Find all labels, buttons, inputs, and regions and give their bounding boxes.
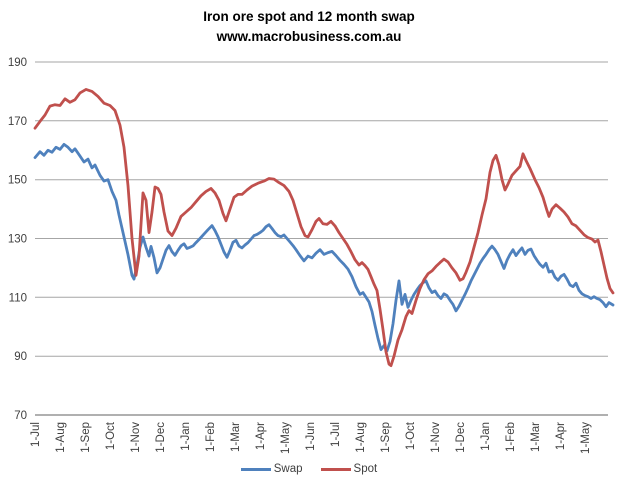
x-tick-label: 1-Dec (455, 422, 467, 453)
y-tick-label: 170 (8, 116, 27, 128)
x-tick-label: 1-Sep (380, 422, 392, 453)
legend-label-swap: Swap (273, 463, 303, 475)
chart-title-block: Iron ore spot and 12 month swap www.macr… (0, 7, 618, 47)
y-tick-label: 130 (8, 234, 27, 246)
x-tick-label: 1-Mar (530, 422, 542, 452)
x-tick-label: 1-Oct (105, 421, 117, 450)
x-tick-label: 1-Dec (155, 422, 167, 453)
y-tick-label: 70 (14, 410, 27, 422)
chart-subtitle: www.macrobusiness.com.au (216, 29, 402, 44)
x-tick-label: 1-Aug (355, 422, 367, 453)
x-tick-label: 1-Oct (405, 421, 417, 450)
x-tick-label: 1-Jul (330, 422, 342, 447)
y-tick-label: 190 (8, 57, 27, 69)
x-tick-label: 1-Aug (55, 422, 67, 453)
x-tick-label: 1-Nov (130, 422, 142, 453)
legend-item-swap: Swap (240, 463, 303, 475)
x-tick-label: 1-Feb (505, 422, 517, 452)
x-tick-label: 1-May (280, 422, 292, 454)
legend-label-spot: Spot (353, 463, 378, 475)
x-tick-label: 1-Jul (30, 422, 42, 447)
x-tick-label: 1-Apr (255, 422, 267, 450)
x-tick-label: 1-Jan (480, 422, 492, 451)
x-tick-label: 1-Apr (555, 422, 567, 450)
series-line-spot (33, 88, 615, 368)
y-tick-label: 90 (14, 351, 27, 363)
x-tick-label: 1-Mar (230, 422, 242, 452)
chart-title: Iron ore spot and 12 month swap (203, 9, 415, 24)
x-tick-label: 1-Feb (205, 422, 217, 452)
x-tick-label: 1-May (580, 422, 592, 454)
chart-legend: Swap Spot (0, 463, 618, 475)
y-tick-label: 150 (8, 175, 27, 187)
x-tick-label: 1-Sep (80, 422, 92, 453)
y-tick-label: 110 (9, 292, 27, 304)
x-tick-label: 1-Jun (305, 422, 317, 451)
legend-item-spot: Spot (320, 463, 378, 475)
spot-line-swatch-icon (320, 467, 351, 471)
x-tick-label: 1-Jan (180, 422, 192, 451)
swap-line-swatch-icon (240, 467, 271, 471)
x-tick-label: 1-Nov (430, 422, 442, 453)
series-line-swap (33, 142, 615, 353)
